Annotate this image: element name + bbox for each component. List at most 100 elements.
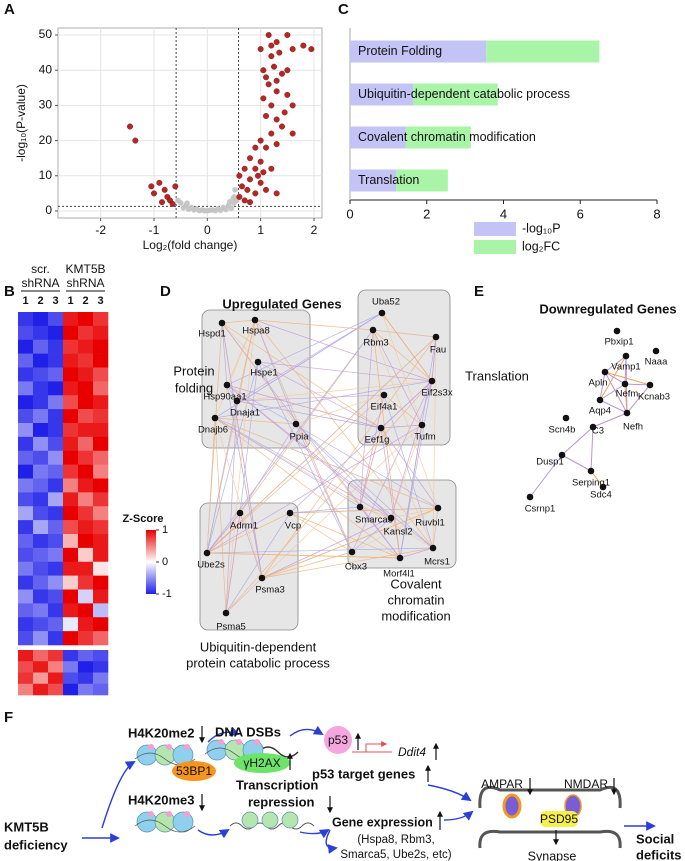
protein-label: p53 xyxy=(328,733,348,747)
synapse-membrane xyxy=(478,785,622,809)
heatmap-cell xyxy=(78,534,94,549)
network-edge xyxy=(225,400,238,614)
heatmap-cell xyxy=(48,409,64,424)
panel-letter: D xyxy=(160,283,171,300)
network-edge xyxy=(225,577,263,614)
heatmap-cell xyxy=(63,561,79,576)
network-edge xyxy=(359,394,385,508)
point xyxy=(257,137,264,144)
heatmap-cell xyxy=(33,589,49,604)
network-edge xyxy=(206,329,374,554)
promoter-arrow xyxy=(365,741,388,752)
point xyxy=(284,32,291,39)
heatmap-cell xyxy=(33,339,49,354)
heatmap-cell xyxy=(63,617,79,632)
node-label: Vamp1 xyxy=(611,362,640,373)
network-edge xyxy=(221,319,256,324)
colorbar-tick-label: -1 xyxy=(162,588,172,600)
node-label: Ruvbl1 xyxy=(415,518,445,529)
node-label: Nefm xyxy=(616,389,639,400)
heatmap-cell xyxy=(93,520,109,535)
node-label: Serping1 xyxy=(572,478,610,489)
heatmap-cell xyxy=(63,631,79,646)
network-edge xyxy=(295,423,353,553)
node-label: Tufm xyxy=(414,432,435,443)
network-node xyxy=(596,396,604,404)
heatmap-cell xyxy=(18,631,34,646)
heatmap-cell xyxy=(18,450,34,465)
colorbar-title: Z-Score xyxy=(123,513,164,525)
network-node xyxy=(622,352,630,360)
network-edge xyxy=(206,424,423,554)
network-edge xyxy=(236,319,256,402)
cluster-label: folding xyxy=(175,380,213,395)
heatmap-cell xyxy=(18,339,34,354)
heatmap-cell xyxy=(48,478,64,493)
heatmap-cell xyxy=(63,325,79,341)
network-edge xyxy=(604,371,651,386)
node-label: Eif4a1 xyxy=(371,402,398,413)
point xyxy=(257,158,264,165)
x-tick-label: -2 xyxy=(95,223,106,237)
histone-mark xyxy=(184,744,190,750)
histone-mark xyxy=(236,739,242,745)
gene-list: (Hspa8, Rbm3, xyxy=(357,834,434,846)
heatmap-cell xyxy=(93,367,109,382)
heatmap-cell xyxy=(78,450,94,465)
heatmap-cell xyxy=(93,339,109,354)
network-node xyxy=(211,414,219,422)
heatmap-cell xyxy=(48,450,64,465)
heatmap-cell xyxy=(78,395,94,410)
network-edge xyxy=(399,380,433,559)
point xyxy=(185,206,192,213)
heatmap-cell xyxy=(18,492,34,507)
heatmap-cell xyxy=(63,683,79,696)
cluster-label: chromatin xyxy=(387,592,444,607)
network-edge xyxy=(399,336,437,559)
y-tick-label: 10 xyxy=(39,168,53,182)
flow-arrow xyxy=(207,726,240,743)
network-edge xyxy=(254,319,374,331)
network-edge xyxy=(225,512,241,614)
point xyxy=(284,67,291,74)
heatmap-cell xyxy=(18,395,34,410)
bar-segment xyxy=(396,169,448,192)
network-node xyxy=(601,368,609,376)
heatmap-cell xyxy=(78,409,94,424)
group-label: scr. xyxy=(31,262,50,276)
column-label: 2 xyxy=(37,295,43,307)
heatmap-cell xyxy=(93,492,109,507)
point xyxy=(252,144,259,151)
heatmap-cell xyxy=(18,423,34,438)
network-title: Upregulated Genes xyxy=(222,296,341,311)
node-label: Sdc4 xyxy=(590,490,612,501)
x-tick-label: 4 xyxy=(500,206,507,221)
network-edge xyxy=(604,355,627,373)
network-edge xyxy=(254,319,353,553)
heatmap-cell xyxy=(93,409,109,424)
network-edge xyxy=(214,417,439,509)
network-edge xyxy=(214,417,297,425)
point xyxy=(268,130,275,137)
node-label: Hspe1 xyxy=(250,368,277,379)
heatmap-cell xyxy=(48,312,64,327)
heatmap-cell xyxy=(48,381,64,396)
heatmap-cell xyxy=(63,547,79,563)
heatmap-cell xyxy=(93,672,109,685)
network-node xyxy=(418,421,426,429)
legend-swatch xyxy=(474,222,516,236)
heatmap-cell xyxy=(93,395,109,410)
node-label: Scn4b xyxy=(549,425,576,436)
x-tick-label: -1 xyxy=(149,223,160,237)
cluster-label: protein catabolic process xyxy=(186,655,330,670)
node-label: Apln xyxy=(588,378,607,389)
heatmap-cell xyxy=(78,325,94,341)
heatmap-cell xyxy=(93,381,109,396)
network-node xyxy=(587,467,595,475)
point xyxy=(273,141,280,148)
colorbar-tick-label: 1 xyxy=(162,524,168,536)
point xyxy=(180,204,187,211)
heatmap-cell xyxy=(18,672,34,685)
heatmap-cell xyxy=(93,436,109,452)
heatmap-cell xyxy=(18,464,34,479)
